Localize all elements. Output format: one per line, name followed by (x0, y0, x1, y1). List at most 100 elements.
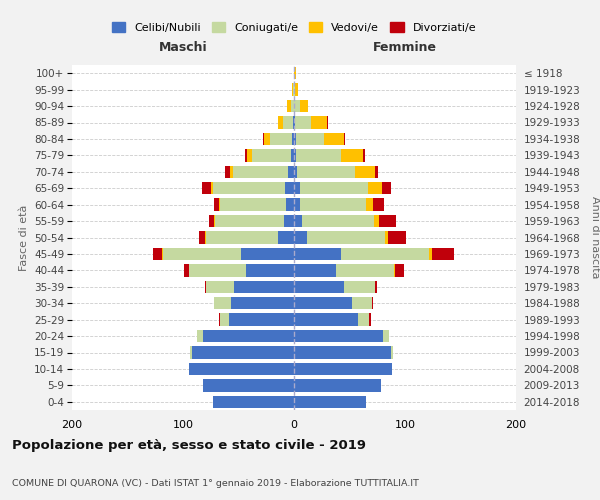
Bar (247, 149, 252, 162)
Y-axis label: Anni di nascita: Anni di nascita (590, 196, 600, 279)
Legend: Celibi/Nubili, Coniugati/e, Vedovi/e, Divorziati/e: Celibi/Nubili, Coniugati/e, Vedovi/e, Di… (112, 22, 476, 33)
Bar (344, 133, 345, 145)
Bar (374, 215, 379, 227)
Bar (220, 314, 229, 326)
Bar (203, 379, 294, 392)
Bar (289, 166, 294, 178)
Bar (294, 116, 295, 128)
Bar (294, 330, 383, 342)
Bar (278, 232, 294, 243)
Bar (292, 84, 293, 96)
Bar (294, 84, 295, 96)
Text: COMUNE DI QUARONA (VC) - Dati ISTAT 1° gennaio 2019 - Elaborazione TUTTITALIA.IT: COMUNE DI QUARONA (VC) - Dati ISTAT 1° g… (12, 478, 419, 488)
Bar (341, 248, 430, 260)
Bar (214, 297, 231, 310)
Bar (220, 198, 286, 211)
Bar (379, 215, 396, 227)
Bar (290, 100, 294, 112)
Bar (373, 198, 384, 211)
Bar (199, 232, 205, 243)
Bar (188, 363, 294, 375)
Bar (294, 232, 307, 243)
Bar (263, 133, 264, 145)
Bar (230, 166, 233, 178)
Text: Femmine: Femmine (373, 40, 437, 54)
Bar (299, 182, 368, 194)
Bar (344, 280, 375, 293)
Bar (218, 314, 220, 326)
Bar (234, 280, 294, 293)
Bar (299, 198, 366, 211)
Bar (383, 330, 389, 342)
Bar (388, 232, 406, 243)
Bar (295, 116, 311, 128)
Bar (218, 198, 220, 211)
Bar (375, 166, 379, 178)
Bar (206, 280, 234, 293)
Bar (214, 198, 218, 211)
Bar (307, 232, 385, 243)
Bar (231, 297, 294, 310)
Bar (283, 116, 293, 128)
Bar (269, 133, 292, 145)
Bar (368, 182, 382, 194)
Bar (206, 232, 278, 243)
Bar (153, 248, 162, 260)
Bar (352, 297, 372, 310)
Bar (311, 116, 328, 128)
Bar (192, 346, 294, 358)
Bar (294, 314, 358, 326)
Bar (290, 149, 294, 162)
Text: Popolazione per età, sesso e stato civile - 2019: Popolazione per età, sesso e stato civil… (12, 440, 366, 452)
Bar (296, 149, 341, 162)
Bar (215, 215, 284, 227)
Bar (233, 166, 289, 178)
Bar (296, 133, 324, 145)
Bar (292, 133, 294, 145)
Bar (203, 330, 294, 342)
Bar (370, 314, 371, 326)
Bar (391, 346, 393, 358)
Bar (197, 330, 203, 342)
Bar (287, 100, 290, 112)
Bar (252, 149, 290, 162)
Bar (294, 215, 302, 227)
Bar (294, 133, 296, 145)
Bar (211, 182, 213, 194)
Bar (225, 166, 230, 178)
Bar (294, 363, 392, 375)
Bar (294, 396, 366, 408)
Bar (298, 166, 355, 178)
Bar (293, 84, 294, 96)
Bar (294, 166, 298, 178)
Bar (205, 232, 206, 243)
Bar (214, 215, 215, 227)
Bar (213, 182, 285, 194)
Bar (284, 215, 294, 227)
Bar (188, 264, 246, 276)
Bar (209, 215, 214, 227)
Bar (202, 182, 211, 194)
Bar (431, 248, 454, 260)
Bar (285, 182, 294, 194)
Bar (293, 116, 294, 128)
Bar (355, 166, 375, 178)
Bar (163, 248, 241, 260)
Bar (324, 133, 344, 145)
Bar (341, 149, 363, 162)
Bar (299, 100, 308, 112)
Bar (430, 248, 431, 260)
Bar (278, 116, 283, 128)
Bar (213, 396, 294, 408)
Bar (294, 149, 296, 162)
Bar (264, 133, 269, 145)
Bar (395, 264, 404, 276)
Bar (366, 198, 373, 211)
Bar (358, 314, 370, 326)
Bar (294, 379, 380, 392)
Bar (294, 297, 352, 310)
Bar (294, 264, 336, 276)
Bar (294, 182, 299, 194)
Bar (294, 346, 391, 358)
Bar (162, 248, 163, 260)
